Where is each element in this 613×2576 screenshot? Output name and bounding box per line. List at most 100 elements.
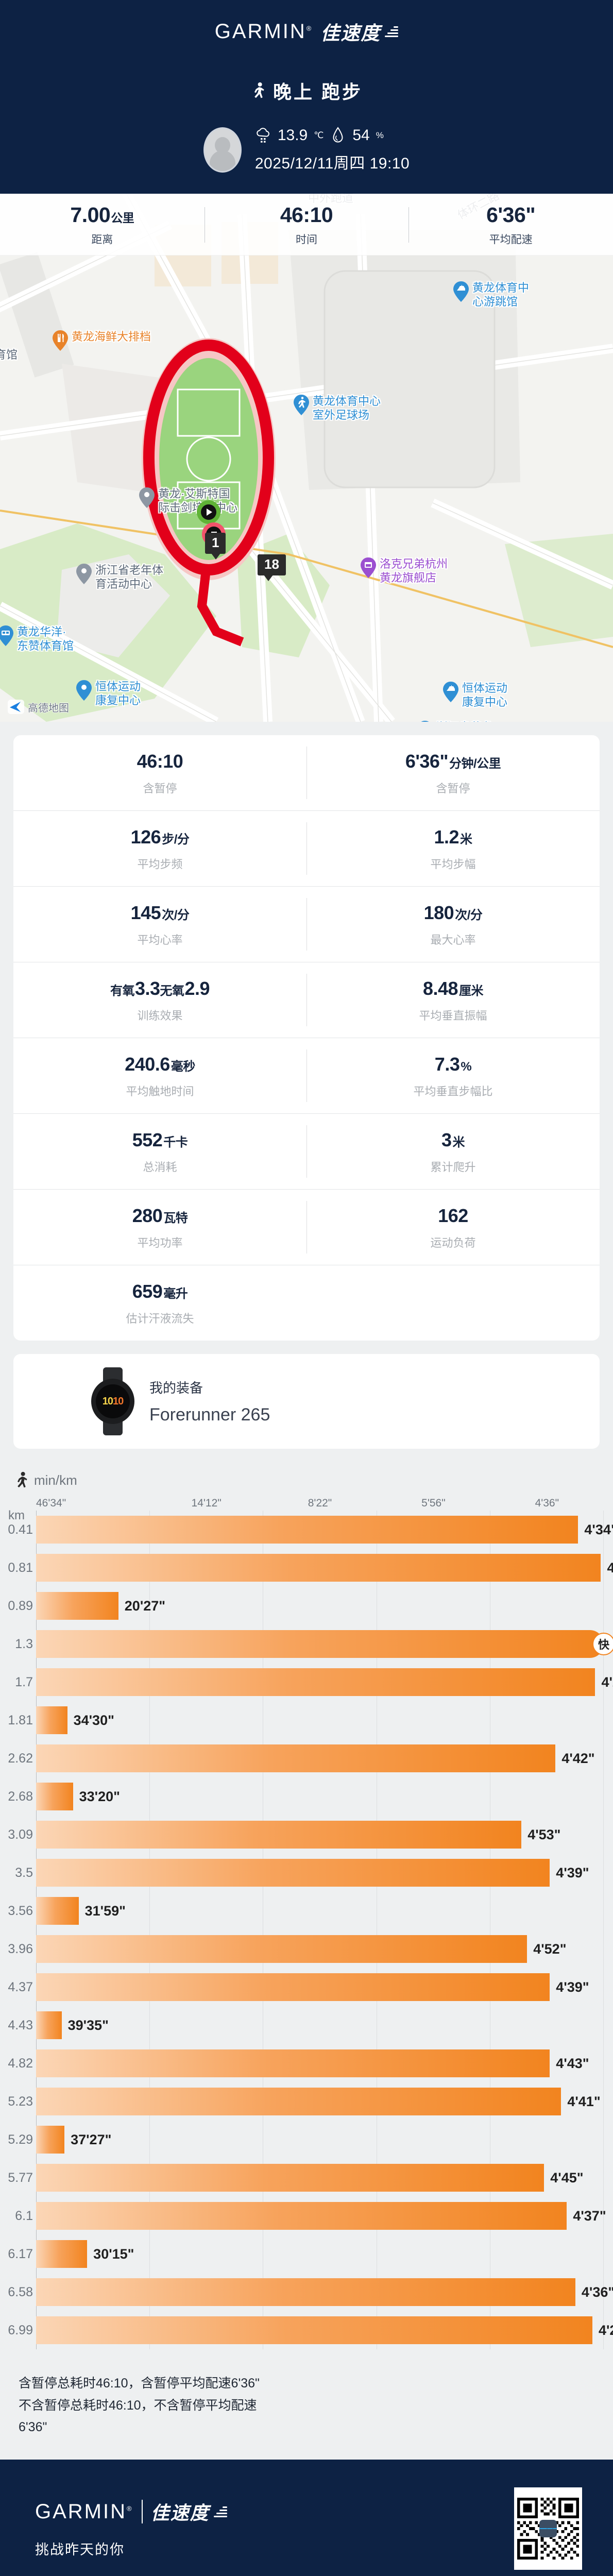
- poi-huayang-gym[interactable]: 黄龙华洋· 东赞体育馆: [0, 625, 74, 653]
- metric-label: 平均功率: [137, 1236, 183, 1249]
- stadium-pin-icon: [417, 721, 433, 722]
- metric-label: 平均垂直振幅: [419, 1009, 487, 1022]
- split-distance-label: 5.77: [8, 2170, 33, 2185]
- split-row: 1.81 34'30": [8, 1701, 604, 1739]
- metric-label: 最大心率: [430, 934, 476, 946]
- poi-gym-left[interactable]: 育馆: [0, 348, 18, 362]
- poi-label: 浙江省老年体 育活动中心: [95, 564, 164, 590]
- split-distance-label: 3.09: [8, 1827, 33, 1842]
- map-canvas: [0, 194, 613, 722]
- split-bar: [36, 2278, 575, 2306]
- metric-prefix: 有氧: [110, 984, 135, 998]
- map-attribution-text: 高德地图: [28, 702, 69, 714]
- split-bar: [36, 2164, 544, 2192]
- metric-vertical-ratio: 7.3% 平均垂直步幅比: [306, 1038, 600, 1113]
- poi-fencing-center[interactable]: 黄龙·艾斯特国 际击剑培训中心: [139, 487, 237, 515]
- split-bar: [36, 1554, 601, 1582]
- metric-elapsed-pace: 6'36"分钟/公里 含暂停: [306, 735, 600, 810]
- split-pace-value: 4'43": [556, 2055, 589, 2071]
- gear-card[interactable]: 10 10 我的装备 Forerunner 265: [13, 1354, 600, 1449]
- metric-value: 162: [438, 1205, 468, 1226]
- poi-rehab-center[interactable]: 恒体运动 康复中心: [76, 680, 141, 708]
- metric-prefix-2: 无氧: [160, 984, 185, 998]
- split-row: 6.17 30'15": [8, 2235, 604, 2273]
- chart-unit-label: min/km: [34, 1472, 77, 1488]
- split-row: 3.56 31'59": [8, 1892, 604, 1930]
- metrics-card: 46:10 含暂停 6'36"分钟/公里 含暂停 126步/分 平均步频 1.2…: [13, 735, 600, 1341]
- generic-pin-icon: [139, 487, 155, 508]
- split-distance-label: 6.58: [8, 2284, 33, 2299]
- poi-rockbros-shop[interactable]: 洛克兄弟杭州 黄龙旗舰店: [361, 557, 448, 585]
- split-bar: [36, 1744, 556, 1772]
- metric-training-load: 162 运动负荷: [306, 1190, 600, 1265]
- poi-label: 黄龙体育中 心游跳馆: [472, 281, 530, 308]
- metric-value: 3.3: [134, 978, 160, 999]
- sport-pin-icon: [294, 395, 309, 415]
- split-row: 5.23 4'41": [8, 2082, 604, 2121]
- poi-zj-huanglong-center[interactable]: 浙江省黄龙 体育中心: [417, 721, 493, 722]
- metric-row: 有氧3.3无氧2.9 训练效果 8.48厘米 平均垂直振幅: [13, 962, 600, 1038]
- poi-label: 黄龙海鲜大排档: [72, 330, 151, 343]
- registered-mark: ®: [306, 24, 312, 32]
- metric-value: 240.6: [125, 1054, 170, 1075]
- stadium-pin-icon: [443, 682, 458, 702]
- poi-restaurant[interactable]: 黄龙海鲜大排档: [53, 330, 151, 351]
- split-bar: [36, 1630, 604, 1658]
- split-bar: [36, 1973, 550, 2001]
- metric-label: 总消耗: [143, 1161, 177, 1174]
- axis-tick: 14'12": [191, 1497, 222, 1509]
- split-row: 1.7 4'25": [15, 1663, 613, 1701]
- map-attribution: 高德地图: [7, 699, 69, 715]
- metric-label: 含暂停: [143, 782, 177, 795]
- split-row: 6.1 4'37": [15, 2197, 606, 2235]
- split-pace-value: 39'35": [67, 2017, 109, 2033]
- metric-label: 平均触地时间: [126, 1085, 194, 1098]
- poi-zj-huanglong-center-2[interactable]: 恒体运动 康复中心: [443, 682, 507, 709]
- amap-logo-icon: [8, 700, 24, 714]
- metric-value: 3: [441, 1129, 452, 1150]
- poi-label: 黄龙体育中心 室外足球场: [313, 395, 381, 421]
- metric-label: 平均步频: [137, 858, 183, 871]
- poi-stadium-swim[interactable]: 黄龙体育中 心游跳馆: [453, 281, 529, 309]
- metric-unit: 米: [460, 833, 472, 846]
- humidity-drop-icon: [333, 127, 343, 143]
- metric-value: 659: [132, 1281, 163, 1302]
- qr-code[interactable]: [514, 2487, 582, 2570]
- split-distance-label: 5.29: [8, 2132, 33, 2147]
- split-bar: [36, 1516, 578, 1544]
- metric-unit: 米: [452, 1136, 465, 1149]
- metric-row: 280瓦特 平均功率 162 运动负荷: [13, 1189, 600, 1265]
- split-distance-label: 2.68: [8, 1789, 33, 1804]
- split-bar: [36, 1859, 550, 1887]
- running-icon: [254, 82, 264, 98]
- metric-elapsed-time: 46:10 含暂停: [13, 735, 306, 810]
- stat-duration-value: 46:10: [280, 203, 333, 227]
- split-pace-value: 33'20": [79, 1788, 120, 1804]
- poi-outdoor-football[interactable]: 黄龙体育中心 室外足球场: [294, 395, 381, 422]
- metric-unit: 厘米: [459, 984, 484, 998]
- generic-pin-icon: [76, 564, 92, 584]
- route-map[interactable]: 7.00公里 距离 46:10 时间 6'36" 平均配速 黄龙海鲜大排档 黄龙…: [0, 194, 613, 722]
- split-row: 6.58 4'36": [8, 2273, 613, 2311]
- split-pace-value: 31'59": [84, 1903, 126, 1919]
- chart-header: min/km: [0, 1471, 613, 1489]
- km-marker-18[interactable]: 18: [258, 554, 286, 581]
- jiasudu-wordmark: 佳速度: [320, 18, 399, 45]
- metric-row: 659毫升 估计汗液流失: [13, 1265, 600, 1341]
- start-marker[interactable]: [197, 500, 220, 524]
- summary-line-3: 6'36": [19, 2420, 47, 2434]
- humidity-unit: %: [376, 130, 384, 140]
- split-distance-label: 3.5: [15, 1865, 33, 1880]
- split-pace-value: 4'52": [533, 1941, 567, 1957]
- poi-senior-sports-center[interactable]: 浙江省老年体 育活动中心: [76, 564, 163, 591]
- km-marker-1[interactable]: 1: [205, 533, 226, 560]
- split-pace-value: 4'37": [573, 2208, 606, 2224]
- metric-sweat-loss: 659毫升 估计汗液流失: [13, 1265, 306, 1341]
- metric-label: 平均垂直步幅比: [413, 1085, 493, 1098]
- split-pace-value: 4'34": [584, 1521, 613, 1537]
- split-distance-label: 3.96: [8, 1941, 33, 1956]
- garmin-app-icon: [539, 2519, 557, 2537]
- watch-face-right: 10: [113, 1395, 124, 1407]
- split-bar: [36, 2011, 62, 2039]
